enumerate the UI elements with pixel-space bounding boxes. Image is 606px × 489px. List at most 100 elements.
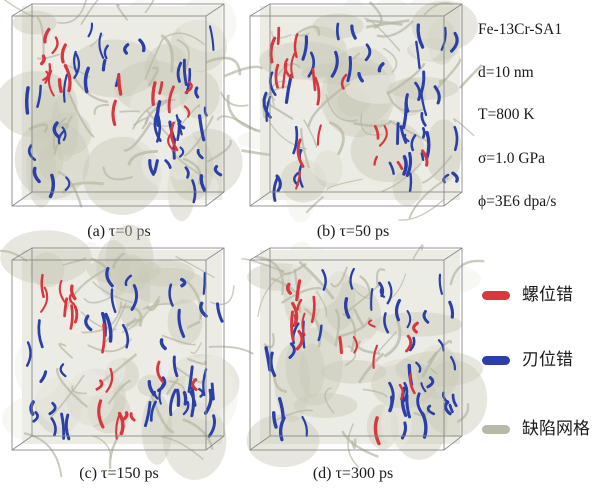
edge-dislocation: [307, 51, 316, 78]
mesh-line: [93, 103, 110, 115]
panel-b-caption: (b) τ=50 ps: [316, 223, 390, 240]
panel-d-image: [240, 241, 488, 468]
panel-b-image: [223, 0, 483, 223]
edge-dislocation: [27, 144, 37, 162]
mesh-line: [366, 19, 403, 26]
edge-dislocation: [73, 50, 78, 75]
mesh-line: [92, 281, 134, 304]
mesh-blob: [274, 344, 311, 423]
mesh-line: [375, 268, 386, 288]
screw-dislocation: [167, 85, 175, 114]
edge-dislocation: [50, 417, 57, 437]
edge-dislocation: [164, 159, 172, 169]
mesh-blob: [87, 390, 131, 434]
screw-dislocation: [293, 33, 299, 59]
mesh-line: [275, 409, 313, 421]
edge-dislocation: [302, 320, 306, 349]
mesh-line: [241, 149, 270, 156]
screw-dislocation: [295, 279, 302, 302]
mesh-line: [173, 365, 204, 384]
screw-dislocation: [373, 125, 380, 140]
mesh-line: [305, 195, 325, 214]
mesh-blob: [20, 171, 107, 202]
mesh-blob: [390, 262, 481, 297]
edge-dislocation: [449, 31, 459, 53]
screw-dislocation: [167, 133, 176, 153]
edge-dislocation: [301, 35, 309, 61]
mesh-blob: [337, 87, 371, 117]
mesh-blob: [313, 149, 343, 188]
edge-dislocation: [395, 122, 400, 145]
mesh-blob: [404, 0, 448, 61]
mesh-line: [175, 255, 215, 279]
edge-dislocation: [187, 365, 194, 393]
legend-label-screw: 螺位错: [522, 285, 573, 305]
edge-dislocation: [64, 413, 71, 441]
screw-dislocation: [313, 76, 321, 106]
mesh-blob: [163, 401, 227, 480]
edge-dislocation: [124, 274, 133, 287]
edge-dislocation: [317, 324, 323, 342]
screw-dislocation: [151, 81, 157, 106]
param-grain-size: d=10 nm: [478, 64, 534, 81]
panel-c-image: [0, 224, 254, 480]
edge-dislocation: [426, 376, 435, 389]
mesh-blob: [296, 400, 377, 440]
mesh-blob: [38, 143, 64, 181]
simulation-box-outline: [11, 3, 225, 207]
mesh-blob: [86, 256, 161, 285]
mesh-line: [368, 1, 383, 30]
mesh-line: [28, 123, 49, 134]
mesh-blob: [390, 382, 448, 460]
mesh-line: [296, 25, 321, 36]
edge-dislocation: [301, 415, 309, 438]
screw-dislocation: [170, 121, 179, 152]
edge-dislocation: [449, 355, 457, 371]
edge-dislocation: [177, 308, 186, 338]
mesh-line: [275, 62, 301, 78]
screw-dislocation: [95, 379, 104, 391]
mesh-line: [183, 115, 215, 158]
edge-dislocation: [292, 125, 299, 155]
edge-dislocation: [417, 70, 426, 101]
screw-dislocation: [311, 68, 317, 92]
edge-dislocation: [399, 125, 408, 144]
edge-dislocation: [180, 277, 187, 288]
edge-dislocation: [420, 412, 428, 439]
mesh-line: [280, 286, 323, 304]
screw-dislocation: [63, 64, 72, 93]
mesh-line: [49, 374, 85, 419]
mesh-blob: [14, 120, 90, 200]
edge-dislocation: [416, 392, 424, 416]
edge-dislocation: [321, 269, 327, 291]
mesh-line: [190, 342, 202, 355]
legend-swatch-screw: [482, 291, 510, 300]
mesh-line: [347, 423, 360, 468]
mesh-blob: [175, 128, 243, 197]
mesh-line: [334, 308, 341, 347]
screw-dislocation: [367, 319, 376, 328]
panel-a-caption: (a) τ=0 ps: [87, 223, 151, 240]
edge-dislocation: [202, 272, 206, 295]
edge-dislocation: [415, 361, 422, 373]
mesh-line: [71, 384, 87, 395]
edge-dislocation: [370, 288, 374, 311]
mesh-line: [67, 92, 95, 138]
screw-dislocation: [276, 26, 281, 46]
edge-dislocation: [103, 44, 109, 60]
legend-label-mesh: 缺陷网格: [522, 419, 590, 439]
edge-dislocation: [378, 281, 385, 298]
mesh-blob: [392, 169, 422, 207]
edge-dislocation: [153, 159, 159, 174]
mesh-blob: [35, 368, 115, 430]
edge-dislocation: [269, 351, 277, 378]
mesh-blob: [14, 335, 63, 400]
screw-dislocation: [105, 367, 114, 393]
mesh-blob: [320, 359, 387, 384]
mesh-blob: [136, 350, 201, 378]
edge-dislocation: [176, 61, 183, 83]
edge-dislocation: [98, 32, 105, 59]
panel-c-caption: (c) τ=150 ps: [79, 465, 159, 482]
edge-dislocation: [216, 302, 224, 323]
edge-dislocation: [104, 312, 113, 343]
